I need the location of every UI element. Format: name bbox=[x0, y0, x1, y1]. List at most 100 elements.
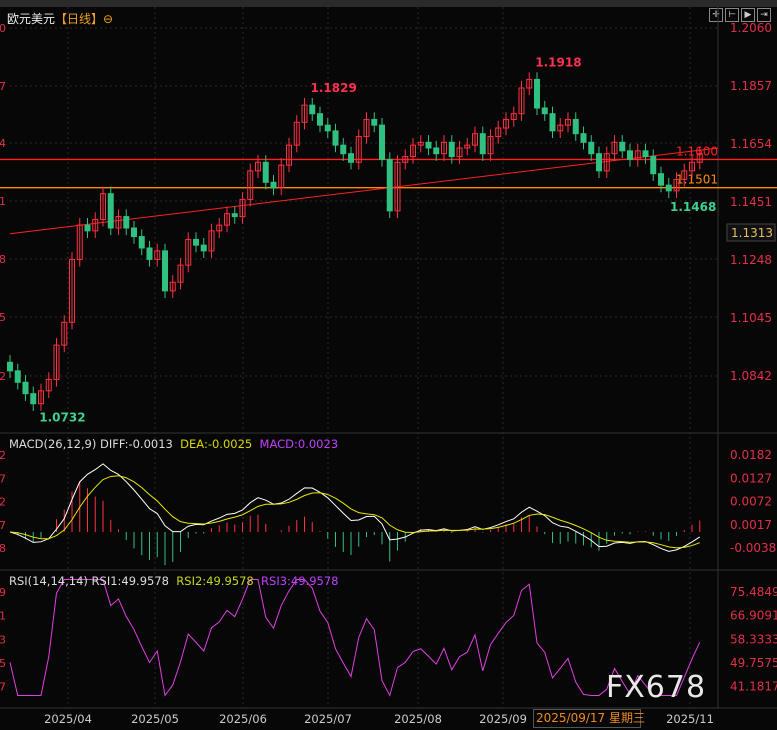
candle bbox=[402, 156, 409, 163]
diff-line bbox=[9, 463, 701, 552]
candle bbox=[464, 144, 471, 149]
left-tick: 2 bbox=[0, 496, 6, 509]
candle bbox=[239, 198, 246, 218]
candle bbox=[588, 141, 595, 155]
candle bbox=[371, 118, 378, 126]
candle bbox=[425, 141, 432, 149]
macd-tick: 0.0072 bbox=[730, 495, 772, 509]
range-icon[interactable]: ⊢ bbox=[725, 8, 739, 22]
candle bbox=[123, 216, 130, 229]
candle bbox=[619, 141, 626, 152]
candle bbox=[355, 136, 362, 163]
rsi-tick: 49.7575 bbox=[730, 656, 777, 670]
current-price: 1.1313 bbox=[731, 226, 773, 240]
rsi-label: RSI(14,14,14) bbox=[9, 574, 88, 588]
candle bbox=[340, 144, 347, 155]
candle bbox=[115, 216, 122, 229]
crosshair-date: 2025/09/17 星期三 bbox=[533, 709, 645, 728]
left-tick: 7 bbox=[0, 80, 6, 93]
date-label: 2025/07 bbox=[304, 712, 352, 726]
candle bbox=[255, 161, 261, 172]
candle bbox=[379, 124, 385, 160]
dea-line bbox=[9, 475, 700, 549]
left-tick: 2 bbox=[0, 449, 6, 462]
play-icon[interactable]: ▶ bbox=[741, 8, 755, 22]
candle bbox=[69, 258, 75, 323]
candle bbox=[30, 393, 37, 405]
chart-tools: ✛ ⊢ ▶ ⇥ bbox=[709, 8, 771, 22]
candle bbox=[324, 124, 331, 132]
zoom-icon[interactable]: ⊖ bbox=[103, 12, 114, 26]
candle bbox=[627, 150, 633, 160]
left-tick: 8 bbox=[0, 253, 6, 266]
candle bbox=[162, 250, 168, 292]
macd-legend: MACD(26,12,9) DIFF:-0.0013 DEA:-0.0025 M… bbox=[9, 437, 338, 451]
timeframe-label[interactable]: 【日线】 bbox=[55, 12, 104, 26]
left-tick: 3 bbox=[0, 633, 6, 646]
date-label: 2025/04 bbox=[44, 712, 92, 726]
left-tick: 5 bbox=[0, 657, 6, 670]
left-tick: 1 bbox=[0, 195, 6, 208]
candle bbox=[309, 104, 316, 115]
left-tick: 5 bbox=[0, 311, 6, 324]
extreme-label: 1.1829 bbox=[311, 81, 357, 95]
candle bbox=[7, 361, 13, 372]
macd-tick: 0.0182 bbox=[730, 448, 772, 462]
left-tick: 7 bbox=[0, 519, 6, 532]
candle bbox=[603, 153, 610, 172]
macd-value: MACD:0.0023 bbox=[259, 437, 339, 451]
candle bbox=[495, 127, 502, 138]
candle bbox=[14, 370, 21, 383]
candle bbox=[278, 164, 285, 189]
candle bbox=[479, 133, 486, 155]
candle bbox=[177, 264, 184, 283]
macd-label: MACD(26,12,9) bbox=[9, 437, 97, 451]
macd-tick: 0.0127 bbox=[730, 471, 772, 485]
candle bbox=[107, 193, 114, 229]
candle bbox=[208, 230, 215, 252]
candle bbox=[247, 170, 254, 200]
left-tick: 8 bbox=[0, 542, 6, 555]
candle bbox=[433, 147, 440, 155]
date-label: 2025/09 bbox=[479, 712, 527, 726]
candle bbox=[76, 224, 83, 260]
fit-icon[interactable]: ⇥ bbox=[757, 8, 771, 22]
candle bbox=[696, 153, 703, 163]
candle bbox=[146, 247, 153, 260]
left-tick: 9 bbox=[0, 586, 6, 599]
candle bbox=[38, 390, 44, 405]
candle bbox=[611, 141, 618, 155]
candle bbox=[386, 158, 393, 212]
candle bbox=[61, 321, 68, 346]
candle bbox=[45, 378, 52, 392]
candle bbox=[262, 161, 269, 183]
candle bbox=[92, 218, 99, 232]
left-tick: 1 bbox=[0, 610, 6, 623]
price-tick: 1.1654 bbox=[730, 137, 772, 151]
macd-diff: DIFF:-0.0013 bbox=[100, 437, 173, 451]
candle bbox=[301, 104, 308, 123]
extreme-label: 1.1918 bbox=[535, 56, 581, 70]
candle bbox=[270, 181, 277, 189]
extreme-label: 1.1468 bbox=[670, 200, 716, 214]
candle bbox=[673, 178, 680, 192]
candle bbox=[503, 118, 509, 129]
candle bbox=[363, 118, 370, 138]
line-label: 1.1600 bbox=[676, 144, 718, 158]
macd-dea: DEA:-0.0025 bbox=[180, 437, 253, 451]
candle bbox=[565, 118, 571, 126]
price-tick: 1.0842 bbox=[730, 369, 772, 383]
candle bbox=[84, 224, 91, 232]
candle bbox=[448, 141, 455, 158]
candle bbox=[487, 136, 494, 155]
candle bbox=[131, 227, 137, 238]
macd-tick: 0.0017 bbox=[730, 518, 772, 532]
rsi-tick: 75.4849 bbox=[730, 585, 777, 599]
candle bbox=[596, 153, 602, 172]
crosshair-icon[interactable]: ✛ bbox=[709, 8, 723, 22]
date-label: 2025/11 bbox=[666, 712, 714, 726]
candle bbox=[22, 381, 29, 395]
candle bbox=[658, 173, 664, 186]
candle bbox=[100, 193, 106, 220]
